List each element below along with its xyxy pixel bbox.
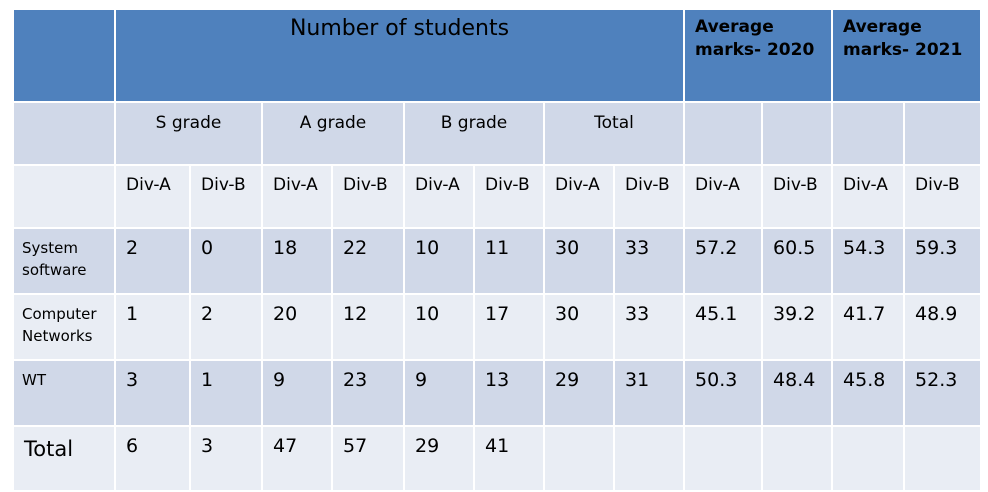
table-cell: 41 (473, 425, 545, 492)
table-cell: 12 (331, 293, 405, 361)
table-cell: 9 (403, 359, 475, 427)
table-cell: 60.5 (761, 227, 834, 295)
division-header: Div-B (189, 164, 263, 229)
table-cell: 33 (612, 227, 686, 295)
table-cell: 54.3 (831, 227, 906, 295)
table-cell: 18 (261, 227, 333, 295)
table-cell: 9 (261, 359, 333, 427)
avg-2021-header: Average marks- 2021 (831, 8, 983, 103)
division-header: Div-B (903, 164, 983, 229)
empty-cell (761, 101, 834, 166)
table-cell: 29 (543, 359, 615, 427)
table-cell: 47 (261, 425, 333, 492)
division-header: Div-A (403, 164, 475, 229)
grade-row: S grade A grade B grade Total (12, 101, 983, 166)
division-header: Div-A (114, 164, 191, 229)
table-cell: 17 (473, 293, 545, 361)
division-header: Div-A (831, 164, 906, 229)
grade-b-header: B grade (403, 101, 545, 166)
table-cell: 59.3 (903, 227, 983, 295)
table-cell (612, 425, 686, 492)
table-cell: 45.1 (683, 293, 764, 361)
empty-cell (683, 101, 764, 166)
table-cell: 3 (114, 359, 191, 427)
table-cell (831, 425, 906, 492)
table-cell: 2 (114, 227, 191, 295)
table-cell: 22 (331, 227, 405, 295)
row-label: WT (12, 359, 116, 427)
empty-cell (12, 101, 116, 166)
table-row: Computer Networks 1 2 20 12 10 17 30 33 … (12, 293, 983, 361)
table-cell: 0 (189, 227, 263, 295)
division-row: Div-A Div-B Div-A Div-B Div-A Div-B Div-… (12, 164, 983, 229)
table-cell: 1 (189, 359, 263, 427)
table-cell: 57.2 (683, 227, 764, 295)
empty-cell (831, 101, 906, 166)
table-cell: 39.2 (761, 293, 834, 361)
table-cell: 31 (612, 359, 686, 427)
table-cell: 2 (189, 293, 263, 361)
table-cell: 52.3 (903, 359, 983, 427)
table-cell: 48.4 (761, 359, 834, 427)
grade-a-header: A grade (261, 101, 405, 166)
empty-cell (12, 164, 116, 229)
table-cell (903, 425, 983, 492)
header-row: Number of students Average marks- 2020 A… (12, 8, 983, 103)
table-row: WT 3 1 9 23 9 13 29 31 50.3 48.4 45.8 52… (12, 359, 983, 427)
division-header: Div-B (331, 164, 405, 229)
table-cell: 41.7 (831, 293, 906, 361)
grade-total-header: Total (542, 101, 686, 166)
table-row: System software 2 0 18 22 10 11 30 33 57… (12, 227, 983, 295)
total-row: Total 6 3 47 57 29 41 (12, 425, 983, 492)
table-cell: 33 (612, 293, 686, 361)
row-label: System software (12, 227, 116, 295)
avg-2020-header: Average marks- 2020 (683, 8, 834, 103)
table-cell: 57 (331, 425, 405, 492)
division-header: Div-B (473, 164, 545, 229)
table-cell: 13 (473, 359, 545, 427)
table-cell: 23 (331, 359, 405, 427)
table-cell: 10 (403, 293, 475, 361)
division-header: Div-B (612, 164, 686, 229)
table-cell: 1 (114, 293, 191, 361)
table-cell: 50.3 (683, 359, 764, 427)
table-cell (761, 425, 834, 492)
table-cell: 29 (403, 425, 475, 492)
table-cell: 48.9 (903, 293, 983, 361)
division-header: Div-A (683, 164, 764, 229)
table-cell: 11 (473, 227, 545, 295)
table-cell (683, 425, 764, 492)
students-marks-table: Number of students Average marks- 2020 A… (12, 8, 983, 492)
division-header: Div-A (543, 164, 615, 229)
corner-cell (12, 8, 116, 103)
division-header: Div-B (761, 164, 834, 229)
division-header: Div-A (261, 164, 333, 229)
table-cell (543, 425, 615, 492)
table-title: Number of students (113, 8, 686, 103)
table-cell: 20 (261, 293, 333, 361)
table-cell: 30 (543, 293, 615, 361)
row-label: Computer Networks (12, 293, 116, 361)
table-cell: 3 (189, 425, 263, 492)
table-cell: 6 (114, 425, 191, 492)
table-cell: 10 (403, 227, 475, 295)
empty-cell (903, 101, 983, 166)
table-cell: 45.8 (831, 359, 906, 427)
grade-s-header: S grade (114, 101, 263, 166)
table-cell: 30 (543, 227, 615, 295)
total-label: Total (12, 425, 116, 492)
